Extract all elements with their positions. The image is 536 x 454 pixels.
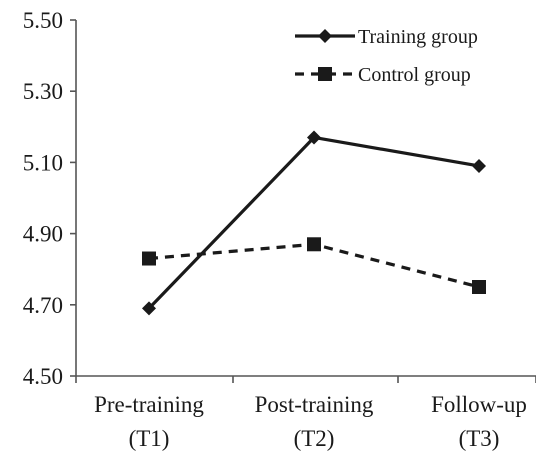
y-tick-label: 4.90	[23, 222, 63, 247]
legend-label: Control group	[358, 64, 471, 86]
legend: Training group Control group	[295, 26, 478, 86]
x-category-label: (T3)	[459, 426, 500, 451]
square-marker	[142, 251, 156, 266]
x-category-label: (T1)	[129, 426, 170, 451]
square-marker	[307, 237, 321, 252]
square-marker	[318, 67, 332, 81]
series-0	[142, 130, 486, 316]
y-tick-label: 4.70	[23, 293, 63, 318]
legend-item: Training group	[295, 26, 478, 48]
y-axis-ticks: 4.50 4.70 4.90 5.10 5.30 5.50	[23, 8, 76, 389]
legend-item: Control group	[295, 64, 471, 86]
diamond-marker	[472, 158, 486, 173]
y-tick-label: 5.30	[23, 79, 63, 104]
diamond-marker	[307, 130, 321, 145]
x-axis-ticks: Pre-training (T1) Post-training (T2) Follow-…	[75, 376, 536, 451]
x-category-label: Follow-up	[431, 392, 527, 417]
x-category-label: (T2)	[294, 426, 335, 451]
y-tick-label: 5.10	[23, 150, 63, 175]
square-marker	[472, 280, 486, 294]
y-tick-label: 4.50	[23, 364, 63, 389]
y-axis: 4.50 4.70 4.90 5.10 5.30 5.50	[23, 8, 77, 389]
diamond-marker	[318, 29, 332, 43]
series-layer	[142, 130, 486, 316]
x-category-label: Pre-training	[94, 392, 204, 417]
series-line	[147, 135, 480, 310]
diamond-marker	[142, 301, 156, 316]
y-tick-label: 5.50	[23, 8, 63, 33]
legend-label: Training group	[358, 26, 478, 48]
x-category-label: Post-training	[255, 392, 374, 417]
x-axis: Pre-training (T1) Post-training (T2) Follow-…	[75, 375, 536, 451]
series-1	[142, 237, 486, 294]
